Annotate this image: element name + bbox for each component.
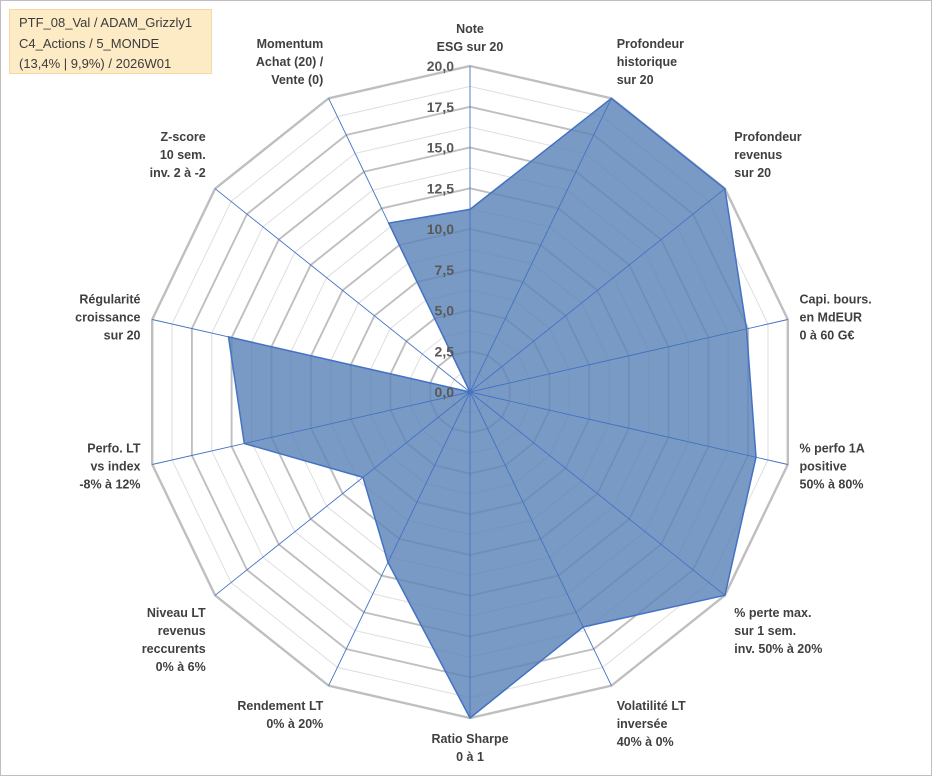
category-label-line: inv. 2 à -2 bbox=[150, 166, 206, 180]
category-label-3: Capi. bours. en MdEUR 0 à 60 G€ bbox=[800, 293, 872, 343]
axis-spoke-12 bbox=[214, 188, 471, 393]
axis-spoke-13 bbox=[328, 98, 471, 393]
tick-label: 5,0 bbox=[435, 303, 455, 319]
portfolio-info-box: PTF_08_Val / ADAM_Grizzly1 C4_Actions / … bbox=[9, 9, 212, 74]
category-label-line: -8% à 12% bbox=[79, 477, 140, 491]
category-label-6: Volatilité LT inversée 40% à 0% bbox=[617, 699, 686, 749]
category-label-line: sur 20 bbox=[734, 166, 771, 180]
category-label-12: Z-score 10 sem. inv. 2 à -2 bbox=[150, 130, 206, 180]
info-portfolio-fund: PTF_08_Val / ADAM_Grizzly1 bbox=[19, 15, 193, 30]
category-label-line: 0 à 1 bbox=[456, 750, 484, 764]
category-label-line: revenus bbox=[734, 148, 782, 162]
category-label-7: Ratio Sharpe 0 à 1 bbox=[431, 732, 508, 764]
category-label-13: Momentum Achat (20) / Vente (0) bbox=[256, 37, 324, 87]
category-label-line: % perte max. bbox=[734, 606, 811, 620]
category-label-line: 50% à 80% bbox=[800, 477, 864, 491]
category-label-line: Momentum bbox=[257, 37, 324, 51]
category-label-line: historique bbox=[617, 55, 677, 69]
tick-label: 15,0 bbox=[427, 140, 454, 156]
category-label-line: Profondeur bbox=[617, 37, 684, 51]
tick-label: 20,0 bbox=[427, 58, 454, 74]
tick-label: 0,0 bbox=[435, 384, 455, 400]
category-label-line: Achat (20) / bbox=[256, 55, 324, 69]
tick-label: 10,0 bbox=[427, 221, 454, 237]
category-label-line: Note bbox=[456, 22, 484, 36]
tick-label: 7,5 bbox=[435, 262, 455, 278]
axis-spoke-6 bbox=[469, 391, 612, 686]
axis-spoke-4 bbox=[469, 391, 788, 465]
category-label-line: vs index bbox=[90, 459, 140, 473]
category-label-line: Capi. bours. bbox=[800, 293, 872, 307]
category-label-line: sur 20 bbox=[104, 329, 141, 343]
category-label-9: Niveau LT revenus reccurents 0% à 6% bbox=[142, 606, 206, 674]
category-label-line: Rendement LT bbox=[237, 699, 323, 713]
category-label-10: Perfo. LT vs index -8% à 12% bbox=[79, 441, 141, 491]
category-label-line: Perfo. LT bbox=[87, 441, 141, 455]
category-label-line: Profondeur bbox=[734, 130, 801, 144]
category-label-line: en MdEUR bbox=[800, 311, 863, 325]
info-performance-week: (13,4% | 9,9%) / 2026W01 bbox=[19, 56, 172, 71]
axis-spoke-1 bbox=[469, 98, 612, 393]
category-label-line: 10 sem. bbox=[160, 148, 206, 162]
category-label-line: reccurents bbox=[142, 642, 206, 656]
category-label-line: ESG sur 20 bbox=[437, 40, 504, 54]
category-label-line: inversée bbox=[617, 717, 668, 731]
category-label-line: Ratio Sharpe bbox=[431, 732, 508, 746]
category-label-5: % perte max. sur 1 sem. inv. 50% à 20% bbox=[734, 606, 822, 656]
category-label-line: 0 à 60 G€ bbox=[800, 329, 855, 343]
tick-label: 17,5 bbox=[427, 99, 454, 115]
category-label-0: Note ESG sur 20 bbox=[437, 22, 504, 54]
category-label-line: 0% à 6% bbox=[156, 660, 206, 674]
axis-spoke-5 bbox=[469, 391, 726, 596]
category-label-11: Régularité croissance sur 20 bbox=[75, 293, 140, 343]
category-label-line: Niveau LT bbox=[147, 606, 206, 620]
tick-label: 12,5 bbox=[427, 180, 454, 196]
category-label-line: Vente (0) bbox=[271, 73, 323, 87]
category-label-line: croissance bbox=[75, 311, 140, 325]
category-label-line: 0% à 20% bbox=[266, 717, 323, 731]
tick-label: 2,5 bbox=[435, 343, 455, 359]
category-label-2: Profondeur revenus sur 20 bbox=[734, 130, 801, 180]
category-label-line: sur 20 bbox=[617, 73, 654, 87]
category-label-line: positive bbox=[800, 459, 847, 473]
axis-spokes bbox=[152, 66, 788, 718]
category-label-1: Profondeur historique sur 20 bbox=[617, 37, 684, 87]
category-label-line: revenus bbox=[158, 624, 206, 638]
category-label-line: inv. 50% à 20% bbox=[734, 642, 822, 656]
axis-spoke-9 bbox=[214, 391, 471, 596]
category-labels: Note ESG sur 20 Profondeur historique sur 20… bbox=[75, 22, 872, 764]
radial-tick-labels: 0,0 2,5 5,0 7,5 10,0 12,5 15,0 17,5 20,0 bbox=[427, 58, 454, 400]
axis-spoke-10 bbox=[152, 391, 471, 465]
category-label-line: 40% à 0% bbox=[617, 735, 674, 749]
axis-spoke-8 bbox=[328, 391, 471, 686]
category-label-4: % perfo 1A positive 50% à 80% bbox=[800, 441, 865, 491]
axis-spoke-11 bbox=[152, 319, 471, 393]
category-label-line: % perfo 1A bbox=[800, 441, 865, 455]
info-category-region: C4_Actions / 5_MONDE bbox=[19, 36, 160, 51]
category-label-line: Régularité bbox=[79, 293, 140, 307]
category-label-line: sur 1 sem. bbox=[734, 624, 796, 638]
axis-spoke-3 bbox=[469, 319, 788, 393]
axis-spoke-2 bbox=[469, 188, 726, 393]
category-label-8: Rendement LT 0% à 20% bbox=[237, 699, 323, 731]
category-label-line: Volatilité LT bbox=[617, 699, 686, 713]
category-label-line: Z-score bbox=[161, 130, 206, 144]
